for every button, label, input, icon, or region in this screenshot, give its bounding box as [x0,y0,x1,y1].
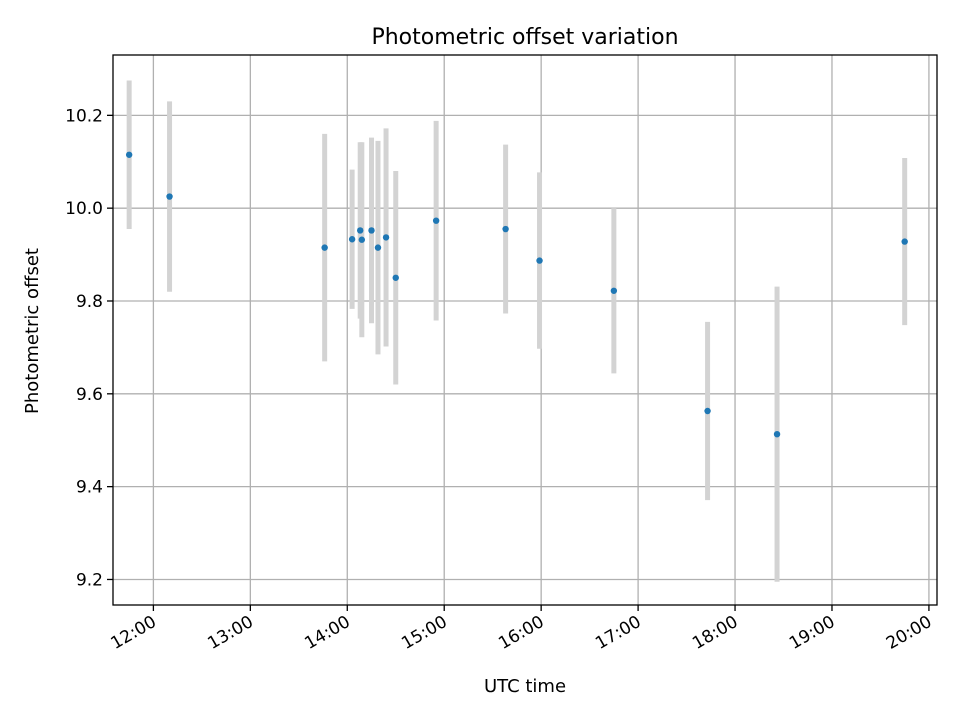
data-point [773,430,781,438]
plot-frame [112,54,938,606]
y-axis-label: Photometric offset [22,248,43,414]
error-bar-layer [126,80,908,582]
x-tick-label: 15:00 [398,612,450,654]
y-tick-label: 10.0 [65,199,103,219]
point-layer [125,151,908,438]
data-point [358,236,366,243]
x-axis-label: UTC time [484,676,566,697]
x-tick-label: 16:00 [495,612,547,654]
data-point [392,274,399,281]
chart-title: Photometric offset variation [371,25,678,50]
data-point [374,244,382,251]
y-tick-label: 9.2 [76,570,103,590]
x-tick-label: 17:00 [592,612,644,654]
data-point [321,244,328,251]
y-tick-label: 9.6 [76,385,103,405]
data-point [125,151,133,158]
x-tick-label: 19:00 [786,612,838,654]
data-point [368,227,375,234]
tick-layer: 12:00 13:00 14:00 15:00 16:00 17:00 18:00 19:00… [65,106,935,653]
data-point [536,257,543,264]
x-tick-label: 14:00 [301,612,353,654]
y-tick-label: 9.8 [76,292,103,312]
x-tick-label: 13:00 [204,612,256,654]
data-point [382,234,390,241]
x-tick-label: 12:00 [107,612,159,654]
grid-layer [113,55,937,605]
data-point [704,407,711,415]
data-point [357,227,364,234]
data-point [348,236,356,243]
data-point [502,225,509,233]
y-tick-label: 10.2 [65,106,103,126]
data-point [432,217,440,224]
y-tick-label: 9.4 [76,478,103,498]
data-point [901,238,908,245]
data-point [610,287,618,294]
x-tick-label: 20:00 [883,612,935,654]
x-tick-label: 18:00 [689,612,741,654]
data-point [166,193,173,200]
